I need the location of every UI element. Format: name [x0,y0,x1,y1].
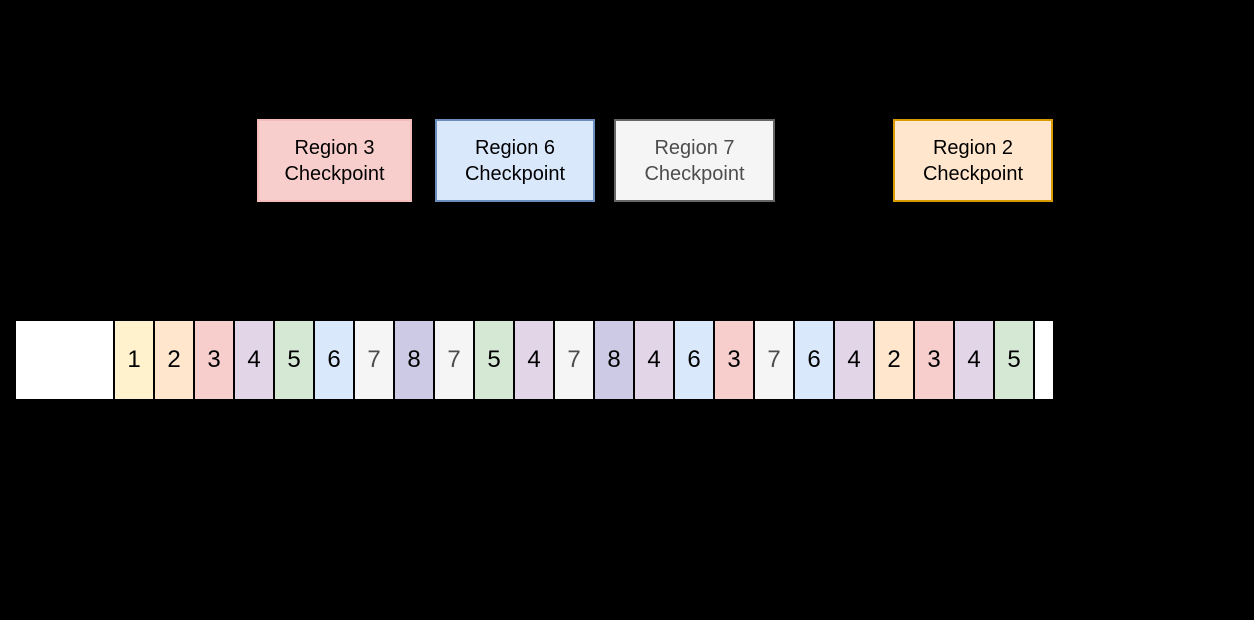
strip-cell: 8 [595,321,633,399]
cell-value: 2 [167,346,181,373]
cell-value: 5 [1007,346,1021,373]
strip-cell: 5 [995,321,1033,399]
strip-cell: 1 [115,321,153,399]
lead-block [16,321,113,399]
cell-value: 4 [967,346,981,373]
cell-value: 7 [767,346,781,373]
checkpoint-label-line2: Checkpoint [284,162,385,185]
strip-cell: 2 [875,321,913,399]
checkpoint-label-line1: Region 2 [932,136,1014,159]
strip-cell: 7 [755,321,793,399]
checkpoint-label-line2: Checkpoint [644,162,745,185]
strip-cell: 6 [795,321,833,399]
checkpoint-label-line1: Region 3 [294,136,375,159]
strip-cell: 4 [635,321,673,399]
cell-value: 6 [807,346,821,373]
strip-cell: 5 [475,321,513,399]
tail-block [1035,321,1053,399]
cell-value: 8 [407,346,421,373]
cell-value: 4 [247,346,261,373]
cell-value: 8 [607,346,621,373]
checkpoint-label-line2: Checkpoint [464,162,566,185]
cell-value: 4 [527,346,541,373]
strip-cell: 7 [355,321,393,399]
strip-cell: 4 [955,321,993,399]
strip-cell: 3 [715,321,753,399]
strip-cell: 7 [555,321,593,399]
cell-value: 7 [567,346,581,373]
checkpoint-box: Region 2 Checkpoint [893,119,1053,202]
cell-value: 6 [327,346,341,373]
cell-value: 7 [447,346,461,373]
checkpoint-label-line2: Checkpoint [922,162,1024,185]
cell-value: 3 [727,346,741,373]
strip-cell: 2 [155,321,193,399]
cell-value: 3 [927,346,941,373]
checkpoint-label-line1: Region 6 [474,136,556,159]
strip-cell: 3 [195,321,233,399]
strip-cell: 4 [235,321,273,399]
cell-value: 6 [687,346,701,373]
strip-cell: 6 [315,321,353,399]
cell-value: 1 [127,346,141,373]
cell-value: 4 [847,346,861,373]
cell-value: 2 [887,346,901,373]
strip-cell: 7 [435,321,473,399]
cell-value: 7 [367,346,381,373]
strip-cell: 8 [395,321,433,399]
strip-cell: 4 [515,321,553,399]
cell-value: 5 [287,346,301,373]
cell-value: 4 [647,346,661,373]
strip-cell: 3 [915,321,953,399]
checkpoint-box: Region 7 Checkpoint [614,119,775,202]
strip-cell: 4 [835,321,873,399]
checkpoint-label-line1: Region 7 [654,136,735,159]
strip-cell: 5 [275,321,313,399]
strip-cell: 6 [675,321,713,399]
cell-value: 3 [207,346,221,373]
checkpoint-box: Region 6 Checkpoint [435,119,595,202]
checkpoint-box: Region 3 Checkpoint [257,119,412,202]
cell-value: 5 [487,346,501,373]
